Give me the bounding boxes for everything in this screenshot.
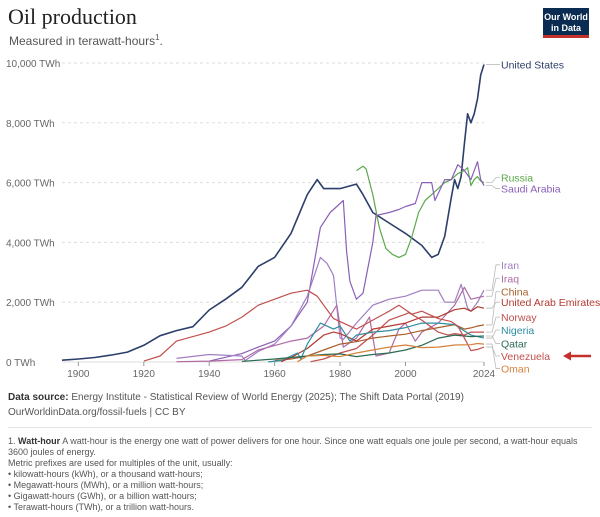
y-tick-label: 0 TWh [6, 358, 35, 369]
subtitle-text: Measured in terawatt-hours [9, 34, 156, 48]
label-connector [486, 264, 500, 291]
footnote-divider [8, 427, 592, 428]
series-label[interactable]: Qatar [501, 338, 528, 350]
y-tick-label: 10,000 TWh [6, 59, 60, 70]
series-label[interactable]: United Arab Emirates [501, 297, 600, 309]
footnote-item: Megawatt-hours (MWh), or a million watt-… [8, 480, 588, 491]
series-label[interactable]: Iran [501, 260, 519, 272]
series-line[interactable] [241, 334, 485, 362]
x-tick-label: 1920 [133, 369, 156, 380]
label-connector [486, 329, 500, 339]
y-tick-label: 6,000 TWh [6, 179, 55, 190]
x-tick-label: 2024 [473, 369, 496, 380]
x-tick-label: 2000 [394, 369, 417, 380]
series-line[interactable] [356, 165, 485, 258]
footnote-definition: A watt-hour is the energy one watt of po… [8, 436, 578, 457]
series-label[interactable]: Iraq [501, 273, 519, 285]
footnote-term: Watt-hour [18, 436, 61, 446]
series-line[interactable] [209, 161, 485, 362]
series-label[interactable]: Russia [501, 173, 533, 185]
footnote-item: Gigawatt-hours (GWh), or a billion watt-… [8, 491, 588, 502]
label-connector [486, 177, 500, 183]
footnote-item: kilowatt-hours (kWh), or a thousand watt… [8, 469, 588, 480]
highlight-arrow-head [563, 351, 571, 361]
license-text: | CC BY [149, 407, 186, 418]
y-tick-label: 4,000 TWh [6, 238, 55, 249]
x-tick-label: 1940 [198, 369, 221, 380]
x-tick-label: 1980 [329, 369, 352, 380]
x-tick-label: 1900 [67, 369, 90, 380]
series-line[interactable] [61, 64, 485, 361]
y-tick-label: 8,000 TWh [6, 119, 55, 130]
series-label[interactable]: Norway [501, 312, 537, 324]
footnote-block: 1. Watt-hour A watt-hour is the energy o… [8, 436, 588, 513]
chart-subtitle: Measured in terawatt-hours1. [9, 33, 163, 48]
owid-logo[interactable]: Our World in Data [543, 8, 589, 38]
source-text: Energy Institute - Statistical Review of… [71, 392, 464, 403]
label-connector [486, 316, 500, 333]
y-tick-label: 2,000 TWh [6, 298, 55, 309]
series-label[interactable]: Venezuela [501, 351, 550, 363]
footnote-ref[interactable]: 1 [155, 33, 160, 42]
logo-line-1: Our World [544, 12, 588, 22]
chart-title: Oil production [8, 4, 137, 29]
label-connector [486, 277, 500, 297]
label-connector [486, 335, 500, 344]
series-line[interactable] [280, 306, 485, 363]
series-line[interactable] [176, 286, 485, 363]
series-line[interactable] [297, 342, 485, 363]
footnote-intro: Metric prefixes are used for multiples o… [8, 458, 233, 468]
series-line[interactable] [143, 289, 485, 362]
footnote-item: Terawatt-hours (TWh), or a trillion watt… [8, 502, 588, 513]
series-line[interactable] [268, 322, 485, 363]
source-block: Data source: Energy Institute - Statisti… [8, 390, 464, 420]
footnote-list: kilowatt-hours (kWh), or a thousand watt… [8, 469, 588, 513]
source-url-link[interactable]: OurWorldinData.org/fossil-fuels [8, 407, 147, 418]
label-connector [486, 343, 500, 369]
source-label: Data source: [8, 392, 69, 403]
series-line[interactable] [176, 256, 485, 362]
x-tick-label: 1960 [264, 369, 287, 380]
label-connector [486, 346, 500, 357]
label-connector [486, 185, 500, 189]
label-connector [486, 301, 500, 309]
series-label[interactable]: United States [501, 59, 564, 71]
series-label[interactable]: Saudi Arabia [501, 184, 561, 196]
logo-line-2: in Data [550, 23, 581, 33]
label-connector [486, 291, 500, 326]
series-line[interactable] [274, 324, 485, 362]
line-chart: 0 TWh 2,000 TWh 4,000 TWh 6,000 TWh 8,000 TW… [6, 59, 600, 380]
series-label[interactable]: China [501, 287, 529, 299]
series-label[interactable]: Oman [501, 364, 530, 376]
footnote-number: 1. [8, 436, 16, 446]
series-label[interactable]: Nigeria [501, 325, 534, 337]
